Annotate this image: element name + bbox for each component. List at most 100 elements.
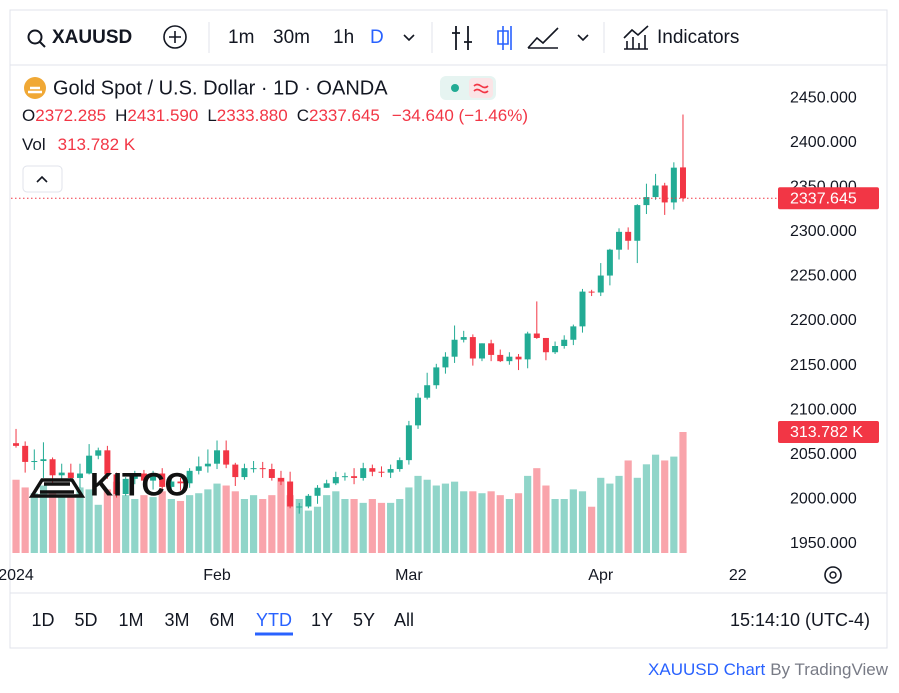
- indicators-icon[interactable]: [623, 25, 649, 50]
- footer-credit: By TradingView: [770, 660, 889, 679]
- volume-bar: [606, 483, 614, 553]
- volume-bar: [222, 485, 230, 553]
- y-tick-label: 1950.000: [790, 535, 857, 552]
- candle-body: [131, 473, 138, 479]
- compare-button[interactable]: [163, 25, 187, 49]
- candle-body: [232, 464, 239, 478]
- volume-bar: [176, 500, 185, 553]
- volume-bar: [441, 483, 450, 553]
- settings-button[interactable]: [824, 566, 842, 584]
- candle-body: [506, 356, 513, 362]
- candle-body: [634, 205, 641, 241]
- candle-body: [597, 275, 604, 293]
- candles-icon[interactable]: [497, 26, 512, 50]
- indicators-button[interactable]: Indicators: [657, 27, 739, 48]
- candle-body: [369, 468, 376, 472]
- candle-body: [469, 337, 476, 359]
- bars-icon[interactable]: [452, 26, 472, 50]
- range-button[interactable]: 6M: [209, 610, 234, 630]
- interval-active[interactable]: D: [370, 27, 384, 48]
- volume-bar: [286, 495, 294, 553]
- volume-bar: [67, 495, 75, 553]
- footer-link[interactable]: XAUUSD Chart: [648, 660, 765, 679]
- candle-body: [40, 459, 47, 462]
- candle-body: [204, 463, 211, 467]
- axes: 2450.0002400.0002350.0002300.0002250.000…: [0, 89, 879, 584]
- volume-bar: [505, 499, 513, 553]
- interval[interactable]: 1m: [228, 27, 254, 48]
- candle-body: [616, 231, 623, 250]
- candle-body: [606, 249, 613, 276]
- volume-bar: [487, 491, 495, 553]
- candle-body: [332, 477, 339, 484]
- candle-body: [287, 481, 294, 507]
- dropdown-icon[interactable]: [577, 34, 589, 42]
- volume-bar: [414, 475, 422, 553]
- range-button[interactable]: 1Y: [311, 610, 333, 630]
- candle-body: [378, 471, 385, 473]
- range-button[interactable]: 1M: [118, 610, 143, 630]
- volume-bar: [195, 493, 203, 553]
- volume-bar: [469, 491, 477, 553]
- candle-body: [159, 473, 166, 487]
- volume-bar: [588, 506, 596, 553]
- range-button[interactable]: All: [394, 610, 414, 630]
- volume-bar: [368, 499, 376, 553]
- volume-bar: [112, 481, 121, 553]
- volume-bar: [569, 489, 577, 553]
- status-badge: [469, 78, 493, 98]
- y-tick-label: 2050.000: [790, 446, 857, 463]
- volume-bar: [651, 454, 660, 553]
- volume-bar: [624, 460, 632, 553]
- search-icon[interactable]: [27, 29, 43, 45]
- candle-body: [341, 476, 348, 478]
- volume-bar: [341, 499, 349, 553]
- volume-bar: [332, 491, 340, 553]
- volume-value: 313.782 K: [58, 135, 136, 154]
- area-icon[interactable]: [527, 27, 559, 49]
- volume-bar: [405, 487, 413, 553]
- range-button[interactable]: 3M: [164, 610, 189, 630]
- legend: Gold Spot / U.S. Dollar · 1D · OANDA O23…: [22, 76, 528, 193]
- dropdown-icon[interactable]: [403, 34, 415, 42]
- volume-bar: [478, 493, 486, 553]
- volume-bar: [103, 489, 111, 553]
- toolbar: XAUUSD 1m 30m 1h D Indicators: [10, 22, 887, 66]
- y-tick-label: 2300.000: [790, 223, 857, 240]
- ohlc-value: 2333.880: [217, 106, 288, 125]
- range-button[interactable]: 5Y: [353, 610, 375, 630]
- logo-mark: [28, 86, 42, 94]
- candle-body: [223, 450, 230, 465]
- symbol[interactable]: XAUUSD: [52, 27, 132, 48]
- range-button[interactable]: 5D: [74, 610, 97, 630]
- volume-bar: [670, 456, 678, 553]
- interval[interactable]: 30m: [273, 27, 310, 48]
- candle-body: [424, 385, 431, 398]
- candle-body: [396, 460, 403, 470]
- volume-bar: [158, 491, 166, 553]
- range-button[interactable]: 1D: [31, 610, 54, 630]
- status-icon: [473, 83, 489, 94]
- candle-body: [13, 443, 20, 446]
- volume-bar: [304, 510, 312, 553]
- volume-bar: [85, 489, 93, 553]
- candle-body: [95, 450, 102, 456]
- candle-body: [542, 337, 549, 353]
- candle-body: [195, 466, 202, 471]
- candle-body: [442, 356, 449, 368]
- range-button[interactable]: YTD: [256, 610, 292, 630]
- candle-body: [323, 483, 330, 488]
- volume-bar: [48, 491, 57, 553]
- candle-body: [122, 478, 129, 495]
- candle-body: [214, 450, 221, 464]
- interval[interactable]: 1h: [333, 27, 354, 48]
- volume-bar: [350, 499, 358, 553]
- volume-bar: [542, 485, 550, 553]
- candle-body: [140, 473, 147, 481]
- collapse-legend[interactable]: [22, 165, 63, 193]
- volume-bar: [167, 499, 175, 553]
- candle-body: [76, 473, 83, 478]
- volume-bar: [122, 495, 130, 553]
- settings-icon: [829, 571, 837, 579]
- volume-bar: [231, 491, 239, 553]
